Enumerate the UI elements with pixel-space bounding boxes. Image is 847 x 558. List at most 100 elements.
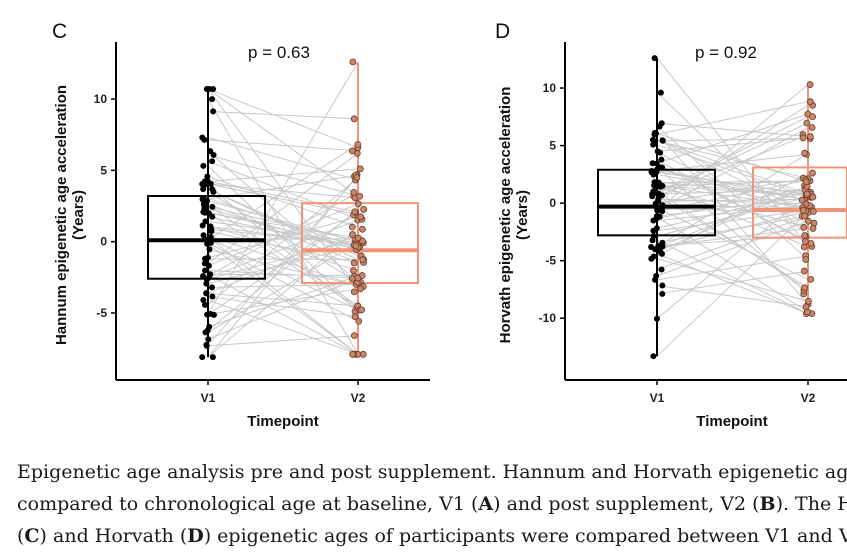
participant-line: [207, 88, 359, 293]
data-point-v2: [354, 274, 362, 282]
data-point-v1: [206, 271, 213, 278]
data-point-v2: [801, 212, 809, 220]
participant-line: [656, 193, 809, 320]
caption-panel-ref: A: [478, 493, 494, 515]
data-point-v1: [209, 203, 216, 210]
data-point-v1: [200, 162, 207, 169]
data-point-v1: [204, 327, 211, 334]
data-point-v1: [657, 89, 664, 96]
y-tick-label: 5: [100, 163, 107, 177]
caption-text: (: [17, 525, 25, 547]
data-point-v2: [798, 196, 806, 204]
participant-line: [207, 168, 359, 182]
data-point-v1: [652, 130, 659, 137]
data-point-v1: [650, 353, 657, 360]
participant-line: [656, 153, 809, 172]
data-point-v2: [807, 275, 815, 283]
data-point-v2: [352, 242, 360, 250]
data-point-v2: [350, 332, 358, 340]
data-point-v2: [356, 192, 364, 200]
x-tick-label: V2: [801, 391, 816, 405]
data-point-v2: [350, 267, 357, 274]
data-point-v1: [204, 254, 211, 261]
participant-line: [656, 137, 809, 142]
figure-caption: Epigenetic age analysis pre and post sup…: [17, 456, 847, 558]
participant-line: [656, 163, 809, 242]
participant-line: [656, 216, 809, 313]
participant-line: [207, 225, 359, 246]
participant-line: [207, 273, 359, 277]
data-point-v1: [650, 253, 657, 260]
participant-line: [207, 296, 359, 318]
data-point-v2: [799, 134, 807, 142]
data-point-v1: [207, 148, 214, 155]
data-point-v1: [202, 301, 209, 308]
data-point-v1: [210, 86, 217, 93]
figure: C p = 0.63 Hannum epigenetic age acceler…: [52, 20, 847, 430]
participant-line: [207, 152, 359, 264]
participant-line: [207, 224, 359, 272]
participant-line: [656, 174, 809, 201]
data-point-v1: [659, 164, 666, 171]
participant-line: [207, 299, 359, 355]
data-point-v1: [204, 173, 211, 180]
participant-line: [656, 152, 809, 248]
participant-line: [207, 139, 359, 152]
participant-line: [207, 88, 359, 149]
participant-line: [656, 215, 809, 244]
participant-line: [207, 212, 359, 239]
data-point-v2: [359, 256, 367, 264]
participant-line: [207, 188, 359, 261]
y-axis-title-d: Horvath epigenetic age acceleration: [497, 87, 514, 344]
data-point-v1: [655, 196, 662, 203]
data-point-v1: [209, 354, 216, 361]
data-point-v2: [802, 178, 810, 186]
participant-line: [207, 212, 359, 309]
participant-line: [207, 274, 359, 355]
data-point-v2: [351, 313, 359, 321]
participant-line: [207, 180, 359, 213]
caption-line-3: (C) and Horvath (D) epigenetic ages of p…: [17, 520, 847, 552]
participant-line: [656, 92, 809, 237]
data-point-v2: [348, 147, 356, 155]
participant-line: [656, 239, 809, 315]
data-point-v1: [200, 200, 207, 207]
data-point-v2: [350, 288, 358, 296]
data-point-v2: [357, 285, 364, 293]
participant-line: [207, 278, 359, 340]
data-point-v2: [353, 174, 361, 181]
data-point-v2: [800, 267, 808, 275]
data-point-v1: [653, 160, 660, 167]
x-axis-title-c: Timepoint: [247, 413, 318, 430]
data-point-v1: [653, 166, 660, 173]
participant-line: [656, 209, 809, 232]
data-point-v1: [658, 156, 665, 163]
participant-line: [656, 140, 809, 180]
data-point-v1: [659, 208, 666, 215]
participant-line: [207, 150, 359, 283]
data-point-v1: [651, 55, 658, 62]
data-point-v1: [648, 169, 655, 176]
data-point-v2: [801, 232, 809, 239]
data-point-v1: [200, 296, 207, 303]
participant-line: [656, 196, 809, 237]
y-tick-label: 0: [549, 196, 556, 210]
y-axis-unit-c: (Years): [70, 190, 87, 240]
data-point-v1: [652, 200, 659, 207]
data-point-v2: [809, 225, 817, 232]
y-tick-label: -5: [96, 306, 107, 320]
data-point-v1: [658, 120, 665, 127]
x-tick-label: V1: [650, 391, 665, 405]
caption-text: ) and Horvath (: [39, 525, 188, 547]
data-point-v2: [349, 58, 357, 66]
data-point-v1: [650, 233, 657, 240]
participant-line: [656, 177, 809, 205]
data-point-v2: [809, 169, 816, 177]
data-point-v2: [806, 98, 814, 106]
data-point-v2: [804, 308, 812, 316]
data-point-v1: [205, 336, 212, 343]
data-point-v1: [659, 192, 666, 199]
data-point-v1: [203, 280, 210, 287]
y-axis-label-d: Horvath epigenetic age acceleration (Yea…: [497, 87, 531, 344]
participant-line: [656, 122, 809, 195]
